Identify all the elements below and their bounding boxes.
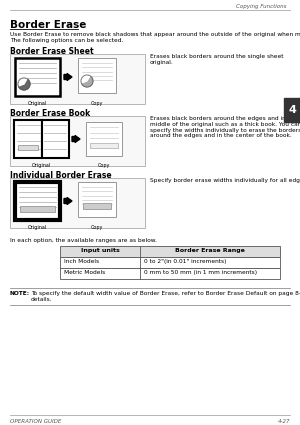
Text: To specify the default width value of Border Erase, refer to Border Erase Defaul: To specify the default width value of Bo… (31, 291, 300, 302)
Text: Copy: Copy (98, 163, 110, 168)
Bar (20, 206, 55, 212)
Text: Erases black borders around the edges and in the
middle of the original such as : Erases black borders around the edges an… (150, 116, 300, 139)
Text: Specify border erase widths individually for all edges.: Specify border erase widths individually… (150, 178, 300, 183)
Bar (10, 178, 145, 228)
Text: Copy: Copy (91, 101, 103, 106)
Wedge shape (18, 78, 27, 86)
Bar (15, 182, 60, 220)
Text: Border Erase Sheet: Border Erase Sheet (10, 47, 94, 56)
Text: Border Erase Range: Border Erase Range (175, 248, 245, 253)
Text: 4: 4 (288, 105, 296, 115)
Circle shape (81, 75, 93, 87)
Text: 0 to 2"(in 0.01" increments): 0 to 2"(in 0.01" increments) (144, 259, 226, 264)
Text: 4-27: 4-27 (278, 419, 290, 424)
Bar (60, 268, 280, 279)
Text: Border Erase: Border Erase (10, 20, 86, 30)
Text: 0 mm to 50 mm (in 1 mm increments): 0 mm to 50 mm (in 1 mm increments) (144, 270, 257, 275)
Text: NOTE:: NOTE: (10, 291, 30, 296)
Text: Original: Original (28, 101, 47, 106)
Text: Erases black borders around the single sheet original.: Erases black borders around the single s… (150, 54, 284, 65)
Wedge shape (81, 75, 90, 83)
Bar (86, 122, 122, 156)
Bar (10, 54, 145, 104)
Bar (18, 145, 38, 150)
Bar (284, 98, 300, 122)
Bar (10, 116, 145, 166)
Bar (78, 58, 116, 93)
Bar (60, 246, 280, 257)
Text: Inch Models: Inch Models (64, 259, 99, 264)
Bar (60, 257, 280, 268)
Text: Individual Border Erase: Individual Border Erase (10, 171, 112, 180)
Circle shape (18, 78, 30, 90)
Text: OPERATION GUIDE: OPERATION GUIDE (10, 419, 61, 424)
Bar (14, 120, 41, 158)
Text: Original: Original (32, 163, 51, 168)
Text: In each option, the available ranges are as below.: In each option, the available ranges are… (10, 238, 157, 243)
FancyArrow shape (72, 136, 80, 142)
Bar (78, 182, 116, 217)
Text: Input units: Input units (81, 248, 119, 253)
Text: Copying Functions: Copying Functions (236, 4, 287, 9)
Text: Copy: Copy (91, 225, 103, 230)
Bar (90, 143, 118, 148)
Bar (15, 58, 60, 96)
FancyArrow shape (64, 198, 72, 204)
Bar (41, 120, 69, 158)
Text: Original: Original (28, 225, 47, 230)
Bar (83, 203, 111, 209)
Text: Border Erase Book: Border Erase Book (10, 109, 90, 118)
Text: Use Border Erase to remove black shadows that appear around the outside of the o: Use Border Erase to remove black shadows… (10, 32, 300, 43)
FancyArrow shape (64, 74, 72, 80)
Text: Metric Models: Metric Models (64, 270, 105, 275)
